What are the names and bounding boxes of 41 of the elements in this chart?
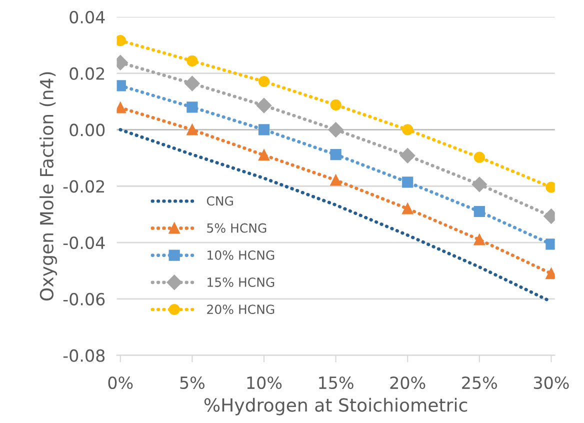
point — [186, 55, 198, 66]
point — [186, 124, 198, 136]
x-tick-label: 15% — [319, 376, 354, 390]
point — [474, 152, 485, 163]
point — [330, 148, 342, 160]
point — [256, 98, 272, 114]
point — [258, 124, 270, 136]
point — [402, 124, 414, 136]
legend-label: CNG — [206, 196, 233, 206]
x-tick-label: 25% — [462, 376, 498, 390]
point — [402, 176, 414, 188]
x-tick-label: 30% — [534, 376, 569, 390]
x-axis-title: %Hydrogen at Stoichiometric — [204, 398, 468, 416]
y-tick-label: 0.00 — [70, 124, 105, 136]
x-tick-label: 20% — [390, 376, 426, 390]
x-tick-label: 0% — [108, 376, 133, 390]
point — [474, 206, 485, 218]
point — [474, 234, 485, 246]
point — [258, 76, 270, 88]
point — [328, 122, 344, 138]
y-tick-label: -0.02 — [63, 180, 104, 193]
point — [258, 150, 270, 161]
y-tick-label: -0.08 — [63, 349, 105, 362]
point — [184, 76, 200, 92]
point — [400, 148, 416, 164]
x-tick-label: 5% — [180, 376, 204, 390]
point — [330, 174, 342, 186]
point — [472, 176, 487, 192]
x-tick-label: 10% — [247, 376, 282, 390]
legend-label: 10% HCNG — [208, 250, 274, 260]
point — [186, 102, 198, 113]
y-tick-label: -0.06 — [63, 292, 105, 306]
y-tick-label: -0.04 — [63, 236, 105, 250]
point — [330, 99, 342, 110]
legend-label: 5% HCNG — [207, 223, 266, 233]
legend-label: 15% HCNG — [208, 278, 274, 287]
point — [402, 203, 414, 214]
y-tick-label: 0.02 — [70, 67, 104, 80]
y-tick-label: 0.04 — [70, 10, 105, 24]
legend-label: 20% HCNG — [207, 304, 274, 314]
y-axis-title: Oxygen Mole Faction (n4) — [40, 72, 58, 301]
